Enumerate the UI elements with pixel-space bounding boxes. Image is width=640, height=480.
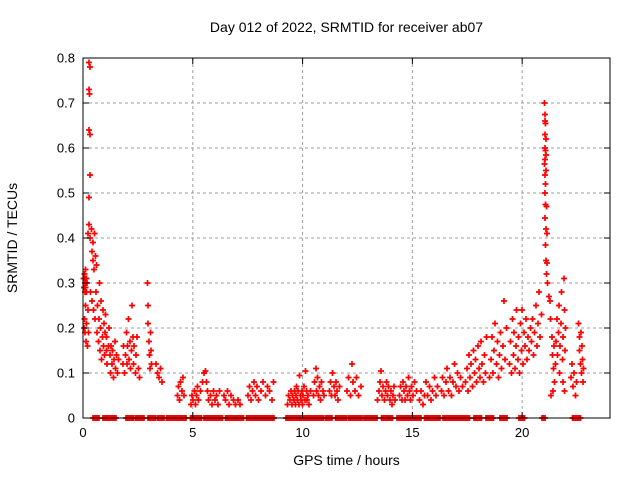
y-tick-label: 0 <box>68 411 75 426</box>
y-tick-label: 0.5 <box>57 186 75 201</box>
x-tick-label: 15 <box>405 425 419 440</box>
y-tick-label: 0.8 <box>57 51 75 66</box>
x-tick-label: 5 <box>189 425 196 440</box>
y-tick-label: 0.4 <box>57 231 75 246</box>
y-tick-label: 0.1 <box>57 366 75 381</box>
y-tick-label: 0.3 <box>57 276 75 291</box>
chart-title: Day 012 of 2022, SRMTID for receiver ab0… <box>209 19 484 35</box>
x-tick-label: 20 <box>515 425 529 440</box>
x-axis-label: GPS time / hours <box>293 452 400 468</box>
plot-frame <box>82 57 611 419</box>
y-axis-label: SRMTID / TECUs <box>4 182 20 294</box>
x-tick-label: 0 <box>79 425 86 440</box>
y-tick-label: 0.7 <box>57 96 75 111</box>
scatter-points <box>80 59 587 421</box>
y-tick-label: 0.2 <box>57 321 75 336</box>
y-tick-label: 0.6 <box>57 141 75 156</box>
x-tick-label: 10 <box>295 425 309 440</box>
